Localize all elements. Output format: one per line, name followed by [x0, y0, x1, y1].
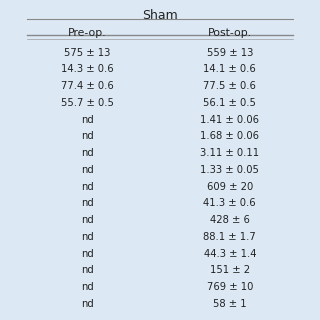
Text: nd: nd — [81, 115, 93, 124]
Text: Post-op.: Post-op. — [208, 28, 252, 38]
Text: nd: nd — [81, 232, 93, 242]
Text: 428 ± 6: 428 ± 6 — [210, 215, 250, 225]
Text: nd: nd — [81, 282, 93, 292]
Text: Pre-op.: Pre-op. — [68, 28, 106, 38]
Text: 1.41 ± 0.06: 1.41 ± 0.06 — [200, 115, 259, 124]
Text: 77.5 ± 0.6: 77.5 ± 0.6 — [203, 81, 256, 91]
Text: nd: nd — [81, 299, 93, 309]
Text: nd: nd — [81, 148, 93, 158]
Text: nd: nd — [81, 165, 93, 175]
Text: 88.1 ± 1.7: 88.1 ± 1.7 — [204, 232, 256, 242]
Text: 3.11 ± 0.11: 3.11 ± 0.11 — [200, 148, 259, 158]
Text: nd: nd — [81, 131, 93, 141]
Text: nd: nd — [81, 265, 93, 276]
Text: 55.7 ± 0.5: 55.7 ± 0.5 — [60, 98, 114, 108]
Text: 1.33 ± 0.05: 1.33 ± 0.05 — [200, 165, 259, 175]
Text: 769 ± 10: 769 ± 10 — [207, 282, 253, 292]
Text: nd: nd — [81, 249, 93, 259]
Text: 609 ± 20: 609 ± 20 — [207, 182, 253, 192]
Text: nd: nd — [81, 198, 93, 208]
Text: 58 ± 1: 58 ± 1 — [213, 299, 247, 309]
Text: 77.4 ± 0.6: 77.4 ± 0.6 — [61, 81, 113, 91]
Text: 56.1 ± 0.5: 56.1 ± 0.5 — [203, 98, 256, 108]
Text: 1.68 ± 0.06: 1.68 ± 0.06 — [200, 131, 259, 141]
Text: 575 ± 13: 575 ± 13 — [64, 48, 110, 58]
Text: 14.1 ± 0.6: 14.1 ± 0.6 — [204, 64, 256, 74]
Text: 151 ± 2: 151 ± 2 — [210, 265, 250, 276]
Text: 41.3 ± 0.6: 41.3 ± 0.6 — [204, 198, 256, 208]
Text: nd: nd — [81, 182, 93, 192]
Text: 44.3 ± 1.4: 44.3 ± 1.4 — [204, 249, 256, 259]
Text: nd: nd — [81, 215, 93, 225]
Text: 559 ± 13: 559 ± 13 — [207, 48, 253, 58]
Text: 14.3 ± 0.6: 14.3 ± 0.6 — [61, 64, 113, 74]
Text: Sham: Sham — [142, 9, 178, 22]
